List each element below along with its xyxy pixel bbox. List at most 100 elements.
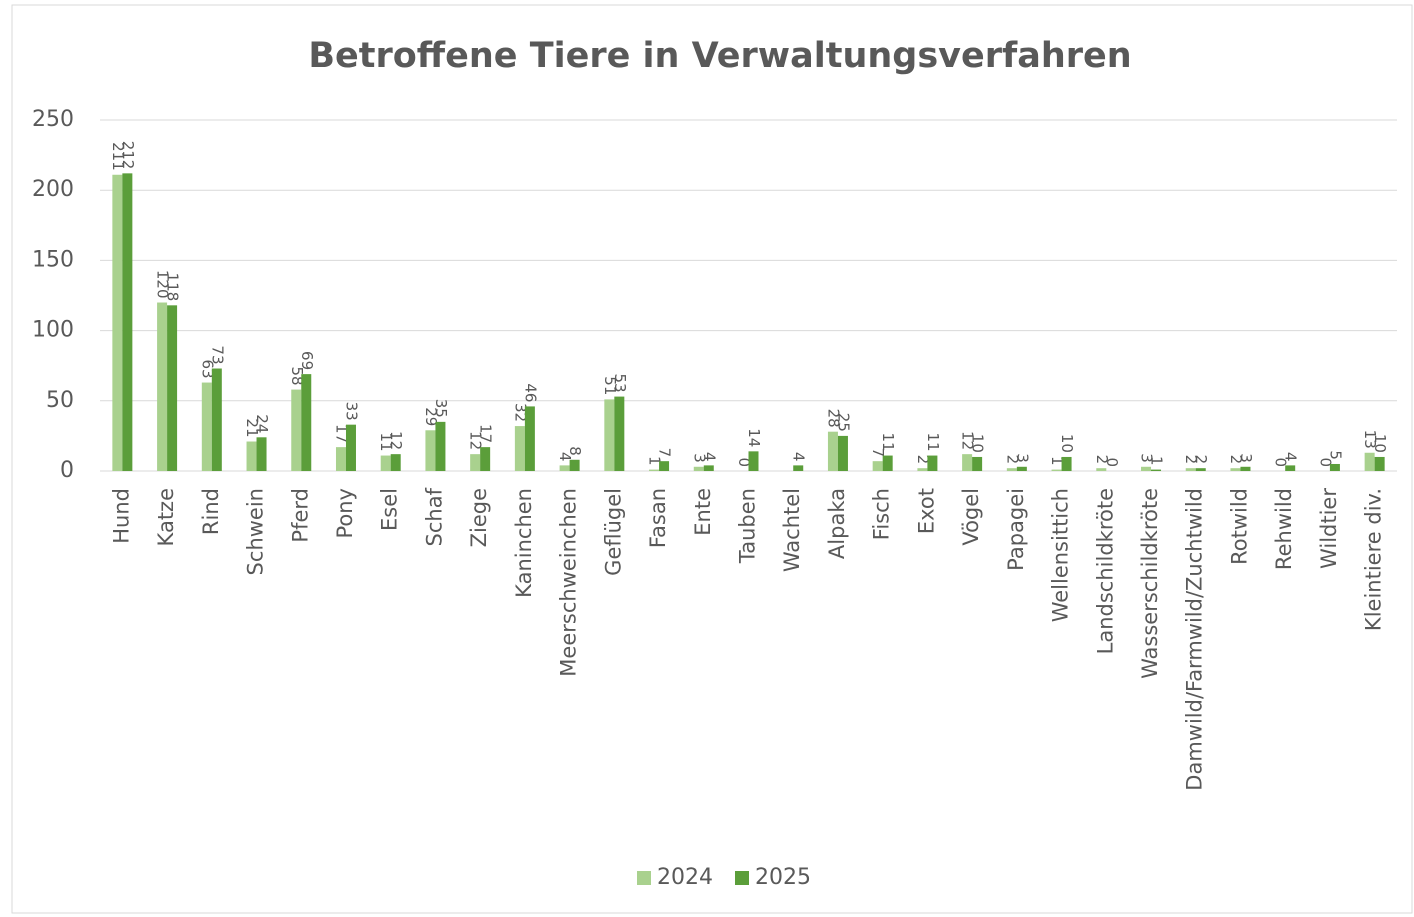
bar: [827, 431, 838, 471]
bar: [649, 469, 660, 471]
value-label: 33: [342, 402, 360, 421]
x-tick-label: Vögel: [959, 488, 983, 546]
value-label: 7: [869, 448, 887, 458]
value-label: 46: [521, 383, 539, 402]
y-tick-label: 0: [60, 458, 74, 483]
value-label: 51: [601, 376, 619, 395]
y-tick-label: 200: [32, 177, 74, 202]
bar: [1006, 468, 1017, 471]
value-label: 3: [690, 453, 708, 463]
bar: [301, 374, 312, 471]
bar: [1195, 468, 1206, 471]
x-tick-label: Fisch: [870, 488, 894, 540]
value-label: 12: [959, 431, 977, 450]
bar: [962, 454, 973, 471]
x-tick-label: Meerschweinchen: [557, 488, 581, 677]
legend-label: 2025: [755, 865, 811, 890]
bar: [1230, 468, 1241, 471]
value-label: 11: [879, 432, 897, 451]
bar: [1141, 466, 1152, 471]
bar: [1151, 469, 1162, 471]
bar: [872, 461, 883, 471]
value-label: 11: [924, 432, 942, 451]
bar: [882, 455, 893, 471]
x-tick-label: Pony: [333, 488, 357, 539]
bar: [604, 399, 615, 471]
bar: [390, 454, 401, 471]
value-label: 4: [700, 452, 718, 462]
bar: [480, 447, 491, 471]
value-label: 0: [1272, 457, 1290, 467]
chart-title: Betroffene Tiere in Verwaltungsverfahren: [308, 36, 1131, 76]
x-tick-label: Damwild/Farmwild/Zuchtwild: [1183, 488, 1207, 791]
bar: [659, 461, 670, 471]
value-label: 3: [1138, 453, 1156, 463]
bar: [569, 459, 580, 471]
x-tick-label: Alpaka: [825, 488, 849, 559]
x-tick-label: Papagei: [1004, 488, 1028, 571]
x-tick-label: Wellensittich: [1049, 488, 1073, 622]
bar: [167, 305, 178, 471]
value-label: 10: [969, 434, 987, 453]
value-label: 28: [824, 409, 842, 428]
value-label: 1: [1048, 456, 1066, 466]
x-tick-label: Exot: [914, 488, 938, 534]
bar: [927, 455, 938, 471]
value-label: 21: [243, 418, 261, 437]
value-label: 35: [432, 399, 450, 418]
bar: [917, 468, 928, 471]
value-label: 2: [1227, 455, 1245, 465]
bar: [559, 465, 570, 471]
bar: [748, 451, 759, 471]
x-tick-label: Wasserschildkröte: [1138, 488, 1162, 679]
bar: [693, 466, 704, 471]
value-label: 211: [109, 142, 127, 171]
bar: [837, 435, 848, 471]
bar: [1240, 466, 1251, 471]
y-tick-label: 50: [46, 388, 74, 413]
value-label: 12: [467, 431, 485, 450]
bar: [514, 426, 525, 471]
bar: [256, 437, 267, 471]
bar: [972, 456, 983, 471]
x-tick-label: Schaf: [422, 487, 446, 546]
bar: [1016, 466, 1027, 471]
legend-swatch: [637, 871, 651, 885]
bar: [1096, 468, 1107, 471]
bar: [524, 406, 535, 471]
x-tick-label: Schwein: [244, 488, 268, 575]
bar: [425, 430, 436, 471]
value-label: 13: [1361, 430, 1379, 449]
bar: [335, 447, 346, 471]
bar: [157, 302, 168, 471]
value-label: 0: [1316, 457, 1334, 467]
chart-border: [11, 4, 1413, 914]
x-tick-label: Ziege: [467, 488, 491, 547]
x-tick-label: Fasan: [646, 488, 670, 548]
x-tick-label: Hund: [109, 488, 133, 544]
bar: [380, 455, 391, 471]
bar: [246, 441, 257, 471]
value-label: 11: [377, 432, 395, 451]
value-label: 120: [154, 270, 172, 299]
legend-label: 2024: [657, 865, 713, 890]
value-label: 0: [1103, 457, 1121, 467]
value-label: 3: [1237, 453, 1255, 463]
bar: [614, 396, 625, 471]
x-tick-label: Katze: [154, 488, 178, 546]
value-label: 2: [1093, 455, 1111, 465]
y-tick-label: 150: [32, 247, 74, 272]
value-label: 4: [1282, 452, 1300, 462]
value-label: 53: [611, 373, 629, 392]
value-label: 69: [298, 351, 316, 370]
x-tick-label: Wildtier: [1317, 488, 1341, 569]
bar: [703, 465, 714, 471]
value-label: 73: [208, 345, 226, 364]
x-tick-label: Tauben: [736, 488, 760, 564]
bar: [1329, 463, 1340, 471]
value-label: 29: [422, 407, 440, 426]
bar: [211, 368, 222, 471]
value-label: 1: [646, 456, 664, 466]
